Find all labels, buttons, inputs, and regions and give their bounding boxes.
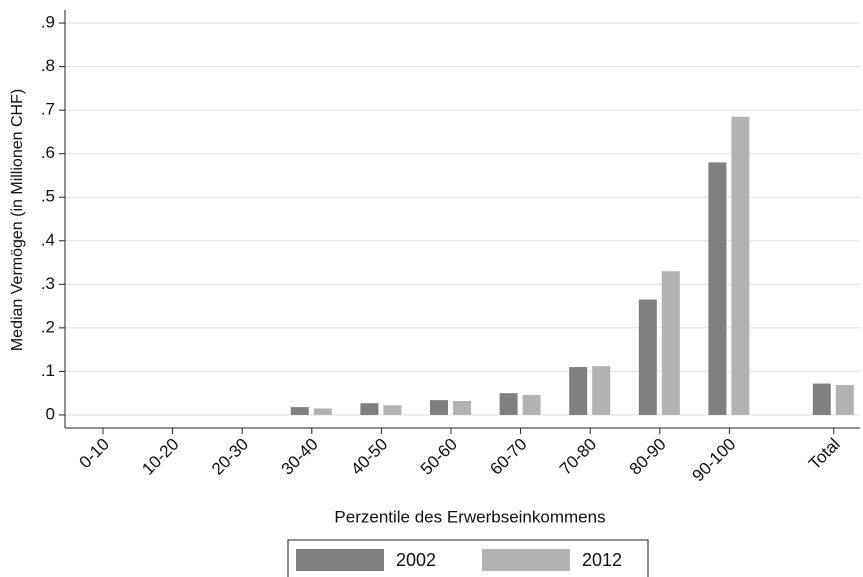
bar	[522, 394, 541, 415]
legend-label: 2002	[396, 550, 436, 570]
x-tick-label: 80-90	[626, 435, 670, 479]
bar	[383, 405, 402, 415]
legend-swatch	[482, 549, 570, 571]
y-tick-label: .9	[41, 13, 55, 32]
x-tick-label: 70-80	[556, 435, 600, 479]
bar	[708, 162, 727, 415]
legend-box	[287, 539, 649, 577]
bar	[812, 383, 831, 415]
bar	[290, 407, 309, 415]
y-tick-label: .5	[41, 187, 55, 206]
y-tick-label: .8	[41, 56, 55, 75]
legend-swatch	[296, 549, 384, 571]
x-tick-label: 60-70	[486, 435, 530, 479]
x-axis-title: Perzentile des Erwerbseinkommens	[334, 507, 605, 526]
x-tick-label: Total	[805, 435, 844, 474]
y-tick-label: 0	[46, 404, 55, 423]
x-tick-label: 40-50	[347, 435, 391, 479]
bar	[499, 393, 518, 415]
bar	[592, 366, 611, 415]
y-tick-label: .7	[41, 100, 55, 119]
bar	[661, 271, 680, 415]
bar	[569, 367, 588, 415]
bar	[453, 401, 471, 415]
x-tick-label: 10-20	[138, 435, 182, 479]
bar	[835, 384, 854, 415]
y-tick-label: .2	[41, 317, 55, 336]
bar	[313, 408, 332, 415]
x-tick-label: 90-100	[689, 435, 740, 486]
legend-label: 2012	[582, 550, 622, 570]
y-tick-label: .1	[41, 361, 55, 380]
y-axis-title: Median Vermögen (in Millionen CHF)	[9, 89, 26, 351]
bar	[638, 299, 657, 415]
bar	[360, 403, 379, 415]
x-tick-label: 30-40	[278, 435, 322, 479]
x-tick-label: 50-60	[417, 435, 461, 479]
x-tick-label: 20-30	[208, 435, 252, 479]
y-tick-label: .4	[41, 230, 55, 249]
x-tick-label: 0-10	[76, 435, 113, 472]
y-tick-label: .6	[41, 143, 55, 162]
bar	[731, 116, 750, 415]
y-tick-label: .3	[41, 274, 55, 293]
bar	[430, 400, 448, 415]
